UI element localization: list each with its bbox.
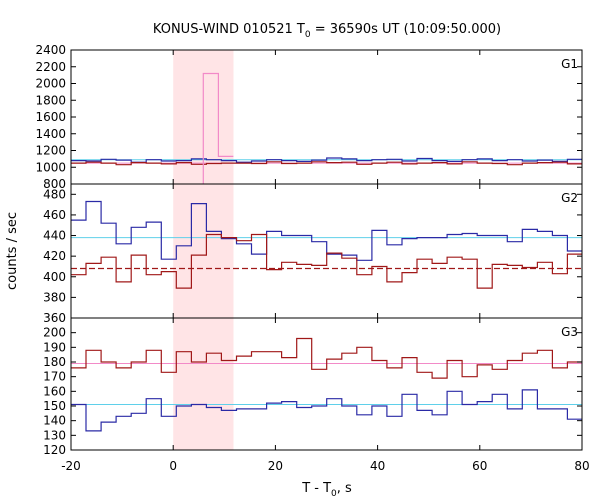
panel-g1-y-tick-label: 1200	[35, 144, 66, 158]
panel-g2-label: G2	[561, 191, 578, 205]
panel-g1-y-tick-label: 800	[43, 177, 66, 191]
panel-g1-y-tick-label: 1600	[35, 110, 66, 124]
x-tick-label: 20	[268, 459, 283, 473]
axis-layer: 80010001200140016001800200022002400G1360…	[35, 43, 589, 473]
chart-title-main: KONUS-WIND 010521 T	[153, 22, 305, 37]
x-axis-label-main: T - T	[301, 481, 331, 496]
panel-g1-y-tick-label: 1800	[35, 93, 66, 107]
panel-g1-y-tick-label: 1000	[35, 160, 66, 174]
panel-g2-y-tick-label: 460	[43, 208, 66, 222]
x-tick-label: 60	[472, 459, 487, 473]
panel-g1-y-tick-label: 1400	[35, 127, 66, 141]
panel-g3-y-tick-label: 200	[43, 326, 66, 340]
panel-g1-series-pink-histogram	[202, 72, 234, 184]
y-axis-label: counts / sec	[5, 212, 20, 290]
panel-g3-y-tick-label: 140	[43, 414, 66, 428]
chart-title-subscript: 0	[305, 30, 311, 40]
panel-g2-y-tick-label: 360	[43, 311, 66, 325]
x-tick-label: -20	[61, 459, 81, 473]
panel-g2-series-red-histogram	[71, 233, 582, 289]
panel-g3-frame	[70, 317, 583, 451]
x-axis-label-rest: , s	[337, 481, 352, 496]
x-tick-label: 80	[574, 459, 589, 473]
panel-g3-y-tick-label: 170	[43, 370, 66, 384]
x-axis-label-subscript: 0	[331, 489, 337, 499]
panel-g1-y-tick-label: 2400	[35, 43, 66, 57]
panel-g2-y-tick-label: 440	[43, 229, 66, 243]
panel-g2-series-blue-histogram	[71, 200, 582, 261]
panel-g3-series-blue-histogram	[71, 389, 582, 432]
panel-g2-y-tick-label: 380	[43, 290, 66, 304]
panel-g3-series-red-histogram	[71, 337, 582, 379]
x-tick-label: 40	[370, 459, 385, 473]
chart-title-rest: = 36590s UT (10:09:50.000)	[311, 22, 501, 37]
chart-title: KONUS-WIND 010521 T0 = 36590s UT (10:09:…	[153, 22, 501, 40]
panel-g2-y-tick-label: 400	[43, 270, 66, 284]
x-axis-label: T - T0, s	[301, 481, 352, 499]
panel-g2-y-tick-label: 420	[43, 249, 66, 263]
panel-g1-y-tick-label: 2200	[35, 60, 66, 74]
panel-g3-y-tick-label: 150	[43, 399, 66, 413]
panel-g2-y-tick-label: 480	[43, 187, 66, 201]
panel-g3-y-tick-label: 130	[43, 428, 66, 442]
panel-g3-y-tick-label: 120	[43, 443, 66, 457]
panel-g1-label: G1	[561, 57, 578, 71]
panel-g1-y-tick-label: 2000	[35, 77, 66, 91]
panel-g3-y-tick-label: 180	[43, 355, 66, 369]
data-layer	[71, 72, 582, 432]
panel-g1-series-red-histogram	[71, 161, 582, 166]
x-tick-label: 0	[169, 459, 177, 473]
panel-g3-label: G3	[561, 325, 578, 339]
panel-g1-series-blue-histogram	[71, 157, 582, 163]
panel-g3-y-tick-label: 190	[43, 340, 66, 354]
panel-g3-y-tick-label: 160	[43, 384, 66, 398]
